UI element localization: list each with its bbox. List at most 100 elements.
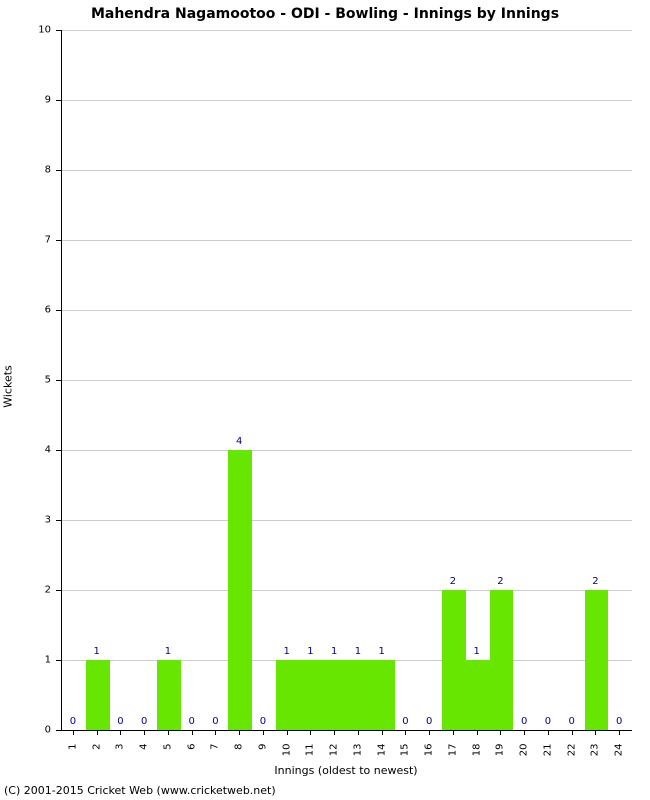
bar-value-label: 0 (426, 716, 432, 727)
x-tick (382, 730, 383, 735)
bar-value-label: 0 (568, 716, 574, 727)
x-tick (477, 730, 478, 735)
plot-area (61, 30, 632, 731)
bar (323, 660, 347, 730)
y-tick (56, 730, 61, 731)
bar (585, 590, 609, 730)
x-tick (429, 730, 430, 735)
gridline (62, 100, 632, 101)
x-tick (500, 730, 501, 735)
bar-value-label: 0 (521, 716, 527, 727)
x-tick-label: 13 (352, 744, 363, 784)
y-tick-label: 10 (0, 25, 51, 36)
bar (442, 590, 466, 730)
x-tick (168, 730, 169, 735)
y-tick (56, 590, 61, 591)
x-tick-label: 1 (67, 744, 78, 784)
copyright-text: (C) 2001-2015 Cricket Web (www.cricketwe… (4, 784, 276, 797)
x-tick (524, 730, 525, 735)
y-tick (56, 310, 61, 311)
bar (276, 660, 300, 730)
x-tick-label: 9 (257, 744, 268, 784)
bar-value-label: 0 (141, 716, 147, 727)
bar (490, 590, 514, 730)
bar-value-label: 4 (236, 436, 242, 447)
x-tick (287, 730, 288, 735)
y-tick-label: 1 (0, 655, 51, 666)
y-tick (56, 520, 61, 521)
y-tick (56, 240, 61, 241)
y-tick (56, 30, 61, 31)
y-tick (56, 100, 61, 101)
bar-value-label: 2 (592, 576, 598, 587)
y-tick-label: 7 (0, 235, 51, 246)
x-tick (358, 730, 359, 735)
bar-value-label: 0 (260, 716, 266, 727)
bar (300, 660, 324, 730)
x-tick (239, 730, 240, 735)
y-axis-label: Wickets (2, 337, 15, 437)
x-tick (263, 730, 264, 735)
x-tick (120, 730, 121, 735)
x-tick-label: 19 (495, 744, 506, 784)
bar-value-label: 2 (497, 576, 503, 587)
bar (86, 660, 110, 730)
bar (371, 660, 395, 730)
x-tick-label: 2 (91, 744, 102, 784)
bar (157, 660, 181, 730)
bar-value-label: 1 (473, 646, 479, 657)
y-tick (56, 450, 61, 451)
bar (347, 660, 371, 730)
bar-value-label: 1 (378, 646, 384, 657)
x-tick (192, 730, 193, 735)
chart-title: Mahendra Nagamootoo - ODI - Bowling - In… (0, 6, 650, 22)
bar (466, 660, 490, 730)
y-tick-label: 8 (0, 165, 51, 176)
gridline (62, 240, 632, 241)
x-tick-label: 23 (590, 744, 601, 784)
bar-value-label: 2 (450, 576, 456, 587)
x-tick-label: 3 (115, 744, 126, 784)
chart-container: Mahendra Nagamootoo - ODI - Bowling - In… (0, 0, 650, 800)
x-tick (215, 730, 216, 735)
y-tick (56, 380, 61, 381)
x-tick (405, 730, 406, 735)
x-tick-label: 14 (376, 744, 387, 784)
bar-value-label: 0 (70, 716, 76, 727)
gridline (62, 310, 632, 311)
x-tick-label: 15 (400, 744, 411, 784)
bar-value-label: 0 (117, 716, 123, 727)
x-tick-label: 8 (234, 744, 245, 784)
y-tick (56, 170, 61, 171)
y-tick-label: 0 (0, 725, 51, 736)
gridline (62, 30, 632, 31)
y-tick-label: 5 (0, 375, 51, 386)
x-tick (595, 730, 596, 735)
x-tick-label: 16 (424, 744, 435, 784)
bar-value-label: 1 (165, 646, 171, 657)
bar-value-label: 1 (93, 646, 99, 657)
gridline (62, 380, 632, 381)
x-tick (334, 730, 335, 735)
y-tick-label: 4 (0, 445, 51, 456)
x-tick (572, 730, 573, 735)
bar (228, 450, 252, 730)
x-tick-label: 20 (519, 744, 530, 784)
x-tick-label: 6 (186, 744, 197, 784)
bar-value-label: 0 (616, 716, 622, 727)
y-tick-label: 3 (0, 515, 51, 526)
x-tick-label: 5 (162, 744, 173, 784)
gridline (62, 590, 632, 591)
x-tick-label: 18 (471, 744, 482, 784)
x-tick-label: 22 (566, 744, 577, 784)
x-tick (73, 730, 74, 735)
bar-value-label: 0 (402, 716, 408, 727)
bar-value-label: 1 (307, 646, 313, 657)
gridline (62, 170, 632, 171)
bar-value-label: 1 (331, 646, 337, 657)
bar-value-label: 0 (212, 716, 218, 727)
gridline (62, 520, 632, 521)
x-tick (97, 730, 98, 735)
x-tick-label: 4 (139, 744, 150, 784)
gridline (62, 450, 632, 451)
